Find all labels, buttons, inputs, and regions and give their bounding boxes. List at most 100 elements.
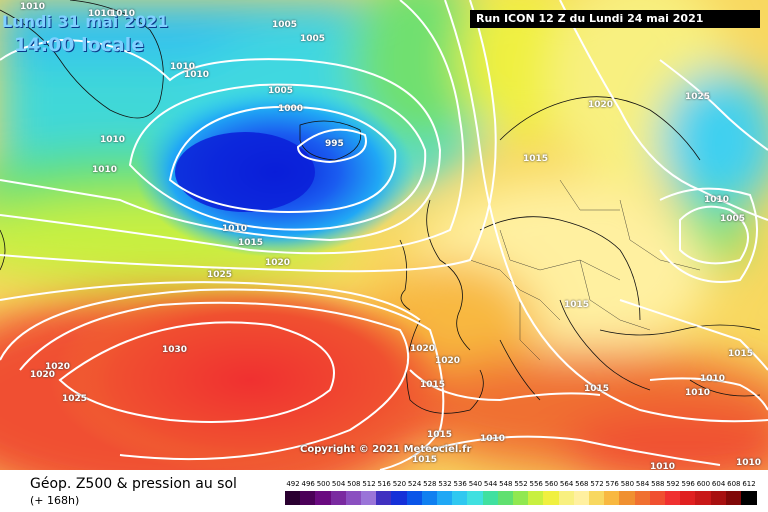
- legend-tick-label: 520: [392, 480, 407, 488]
- isobar-label: 1010: [222, 224, 248, 234]
- isobar-label: 1010: [736, 458, 762, 468]
- isobar-1010: [0, 38, 442, 242]
- isobar-1020-south: [0, 288, 445, 470]
- isobar-label: 1010: [100, 135, 126, 145]
- legend-tick-label: 608: [727, 480, 741, 488]
- legend-tick-label: 576: [605, 480, 619, 488]
- isobar-label: 1010: [685, 388, 711, 398]
- isobar-label: 1010: [20, 2, 46, 12]
- isobar-1025-south: [19, 301, 410, 461]
- legend-swatch: [361, 491, 377, 505]
- legend-swatch: [604, 491, 620, 505]
- isobar-label: 1005: [272, 20, 298, 30]
- isobar-label: 1010: [184, 70, 210, 80]
- isobar-1025-east: [659, 59, 768, 151]
- forecast-local-time: 14:00 locale: [14, 34, 145, 56]
- legend-tick-label: 588: [651, 480, 665, 488]
- high-pressure-ridge: [50, 285, 450, 470]
- legend-tick-label: 500: [316, 480, 331, 488]
- legend-tick-label: 604: [711, 480, 726, 488]
- legend-swatch: [285, 491, 301, 505]
- legend-swatch: [589, 491, 605, 505]
- legend-tick-label: 580: [620, 480, 635, 488]
- color-scale-legend: 492 496 500 504 508 512 516 520 524 528 532 536 540 5…: [285, 480, 757, 508]
- legend-swatch: [300, 491, 316, 505]
- isobar-1025-north: [0, 281, 421, 321]
- legend-tick-label: 584: [635, 480, 650, 488]
- legend-tick-label: 536: [453, 480, 467, 488]
- isobar-1005: [128, 83, 427, 231]
- isobar-label: 1010: [92, 165, 118, 175]
- legend-swatch: [573, 491, 590, 505]
- isobar-label: 1015: [523, 154, 549, 164]
- field-label: Géop. Z500 & pression au sol: [30, 476, 237, 492]
- legend-swatch: [528, 491, 544, 505]
- legend-swatch: [376, 491, 392, 505]
- legend-swatch: [482, 491, 499, 505]
- isobar-label: 1020: [435, 356, 461, 366]
- legend-tick-label: 552: [514, 480, 528, 488]
- legend-swatch: [513, 491, 529, 505]
- legend-swatch: [558, 491, 575, 505]
- isobar-label: 1010: [700, 374, 726, 384]
- forecast-hour: (+ 168h): [30, 494, 80, 507]
- legend-tick-label: 548: [499, 480, 513, 488]
- isobar-label: 1020: [410, 344, 436, 354]
- legend-tick-label: 540: [468, 480, 483, 488]
- legend-swatch: [467, 491, 483, 505]
- isobar-1020-scandinavia: [559, 0, 768, 221]
- isobar-1015-central: [444, 0, 768, 423]
- legend-swatch: [695, 491, 711, 505]
- legend-tick-label: 532: [438, 480, 452, 488]
- legend-tick-label: 516: [377, 480, 391, 488]
- isobar-label: 1015: [564, 300, 590, 310]
- isobar-1005-east: [679, 205, 749, 265]
- legend-swatch: [391, 491, 407, 505]
- isobar-1015-east: [619, 299, 768, 371]
- isobar-label: 1005: [268, 86, 294, 96]
- legend-tick-label: 564: [559, 480, 574, 488]
- isobar-label: 995: [325, 139, 344, 149]
- legend-tick-label: 592: [666, 480, 680, 488]
- legend-swatch: [619, 491, 635, 505]
- legend-tick-label: 560: [544, 480, 559, 488]
- legend-tick-label: 556: [529, 480, 543, 488]
- legend-tick-label: 612: [742, 480, 756, 488]
- isobar-label: 1015: [420, 380, 446, 390]
- isobar-label: 1020: [30, 370, 56, 380]
- isobar-label: 1015: [427, 430, 453, 440]
- legend-swatch: [634, 491, 651, 505]
- isobar-label: 1025: [685, 92, 711, 102]
- legend-swatch: [452, 491, 468, 505]
- isobar-label: 1020: [588, 100, 614, 110]
- legend-tick-label: 524: [407, 480, 422, 488]
- isobars: [0, 0, 768, 470]
- isobar-label: 1010: [480, 434, 506, 444]
- isobar-label: 1030: [162, 345, 188, 355]
- legend-swatch: [680, 491, 696, 505]
- isobar-label: 1025: [62, 394, 88, 404]
- isobar-1010-southeast: [649, 377, 768, 411]
- legend-swatch: [543, 491, 559, 505]
- isobar-1010-east: [659, 187, 759, 283]
- legend-swatch: [421, 491, 438, 505]
- forecast-valid-date: Lundi 31 mai 2021: [2, 12, 169, 31]
- legend-tick-label: 568: [575, 480, 589, 488]
- legend-tick-label: 572: [590, 480, 604, 488]
- isobar-1030: [58, 321, 335, 423]
- isobar-label: 1010: [88, 9, 114, 19]
- legend-swatch: [649, 491, 666, 505]
- isobar-label: 1020: [45, 362, 71, 372]
- isobar-1010-south: [429, 435, 721, 466]
- legend-swatch: [406, 491, 423, 505]
- model-run-info: Run ICON 12 Z du Lundi 24 mai 2021: [470, 10, 760, 28]
- isobar-label: 1015: [728, 349, 754, 359]
- legend-swatch: [741, 491, 757, 505]
- legend-tick-label: 508: [347, 480, 361, 488]
- isobar-label: 1000: [278, 104, 304, 114]
- legend-swatch: [315, 491, 331, 505]
- legend-tick-label: 492: [286, 480, 300, 488]
- legend-tick-label: 496: [301, 480, 315, 488]
- isobar-label: 1005: [720, 214, 746, 224]
- legend-tick-label: 504: [331, 480, 346, 488]
